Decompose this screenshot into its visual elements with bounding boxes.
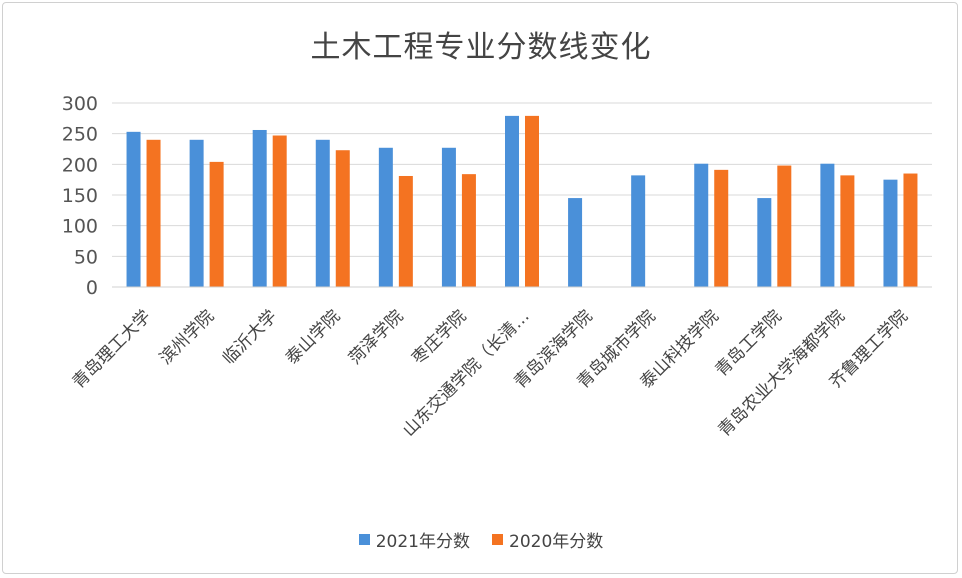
bar-2021 (757, 198, 772, 287)
bar-2021 (252, 129, 267, 287)
y-tick-label: 0 (86, 277, 98, 299)
legend-swatch-2021 (358, 534, 370, 545)
bar-2020 (903, 173, 918, 287)
x-tick-label: 青岛农业大学海都学院 (715, 306, 849, 440)
y-tick-label: 50 (74, 246, 98, 268)
legend-label-2021: 2021年分数 (375, 532, 470, 552)
bar-2021 (568, 198, 583, 287)
bar-2021 (694, 163, 709, 287)
y-tick-label: 250 (62, 124, 98, 146)
bar-2020 (840, 175, 855, 287)
bar-2021 (126, 131, 141, 287)
bar-2020 (777, 165, 792, 287)
legend: 2021年分数 2020年分数 (0, 527, 962, 552)
legend-item-2020: 2020年分数 (492, 527, 603, 552)
bar-2020 (335, 150, 350, 287)
bar-2021 (378, 147, 393, 287)
bar-2020 (146, 139, 161, 287)
legend-item-2021: 2021年分数 (358, 527, 470, 552)
x-tick-label: 泰山学院 (282, 306, 344, 368)
x-tick-label: 临沂大学 (219, 306, 281, 368)
bar-2021 (631, 175, 646, 287)
bar-2021 (820, 163, 835, 287)
bar-2020 (272, 135, 287, 287)
bar-2021 (441, 147, 456, 287)
legend-label-2020: 2020年分数 (509, 532, 604, 552)
x-tick-label: 山东交通学院（长清… (399, 306, 533, 440)
x-tick-label: 滨州学院 (156, 306, 218, 368)
bar-2021 (505, 115, 519, 287)
x-tick-label: 枣庄学院 (408, 306, 470, 368)
y-tick-label: 150 (62, 185, 98, 207)
chart-title: 土木工程专业分数线变化 (310, 30, 652, 65)
y-tick-label: 300 (62, 93, 98, 115)
bar-2020 (525, 115, 539, 287)
x-tick-label: 青岛理工大学 (69, 306, 155, 392)
y-tick-label: 100 (62, 216, 98, 238)
legend-swatch-2020 (492, 534, 503, 545)
bar-2021 (883, 179, 898, 287)
y-tick-label: 200 (62, 154, 98, 176)
bar-2020 (398, 175, 413, 287)
bar-2021 (189, 139, 204, 287)
bar-2020 (209, 161, 224, 287)
bar-2020 (714, 169, 729, 287)
x-tick-label: 菏泽学院 (345, 306, 407, 368)
bar-2021 (315, 139, 330, 287)
bar-2020 (461, 174, 476, 287)
